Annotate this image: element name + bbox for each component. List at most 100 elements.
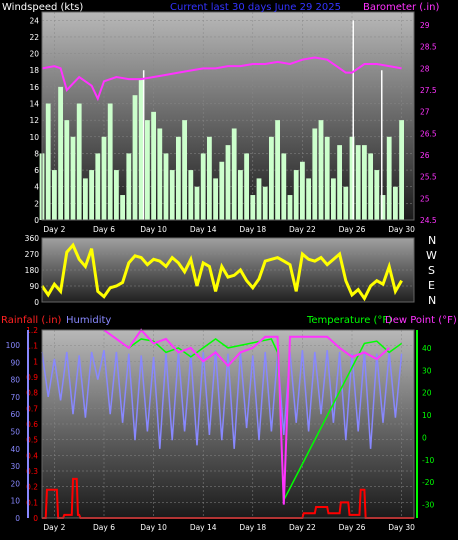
temperature-tick-label: 40 <box>422 344 432 353</box>
rain-tick-label: 0.9 <box>26 373 38 382</box>
wind-tick-label: 4 <box>34 183 39 192</box>
direction-tick-label: 360 <box>25 234 40 243</box>
wind-bar <box>58 86 63 220</box>
rain-tick-label: 0 <box>33 514 38 523</box>
rainfall-title: Rainfall (.in) <box>1 315 62 326</box>
rain-tick-label: 1.1 <box>26 342 38 351</box>
temperature-tick-label: 30 <box>422 366 432 375</box>
humidity-tick-label: 80 <box>10 376 20 385</box>
direction-panel-marks <box>40 242 403 302</box>
wind-bar <box>256 178 262 220</box>
wind-bar <box>337 145 342 220</box>
wind-bar <box>262 186 268 220</box>
wind-bar <box>101 136 107 220</box>
x-tick-label: Day 14 <box>190 225 217 234</box>
barometer-tick-label: 25 <box>420 194 430 203</box>
wind-bar <box>269 136 274 220</box>
temperature-tick-label: 20 <box>422 389 432 398</box>
wind-bar <box>182 120 187 220</box>
wind-bar <box>70 136 76 220</box>
wind-bar <box>95 153 101 220</box>
wind-tick-label: 0 <box>34 216 39 225</box>
x-tick-label: Day 22 <box>289 225 316 234</box>
wind-bar <box>157 128 163 220</box>
humidity-title: Humidity <box>66 315 111 326</box>
wind-panel-marks <box>39 20 404 220</box>
temperature-tick-label: -20 <box>422 478 434 487</box>
humidity-tick-label: 10 <box>10 497 20 506</box>
wind-bar <box>349 136 355 220</box>
wind-bar <box>231 128 237 220</box>
rain-tick-label: 0.2 <box>26 483 38 492</box>
x-tick-label: Day 2 <box>43 523 65 532</box>
wind-bar <box>89 170 94 220</box>
wind-bar <box>151 111 156 220</box>
wind-bar <box>374 170 380 220</box>
wind-bar <box>207 136 212 220</box>
temperature-tick-label: 10 <box>422 411 432 420</box>
rain-tick-label: 0.7 <box>26 404 38 413</box>
wind-bar <box>163 153 169 220</box>
x-tick-label: Day 6 <box>93 523 115 532</box>
wind-tick-label: 20 <box>29 50 39 59</box>
x-tick-label: Day 14 <box>190 523 217 532</box>
rain-tick-label: 0.8 <box>26 389 38 398</box>
humidity-tick-label: 70 <box>10 393 20 402</box>
barometer-tick-label: 27.5 <box>420 86 437 95</box>
wind-bar <box>138 78 144 220</box>
wind-bar <box>355 145 361 220</box>
wind-bar <box>368 153 373 220</box>
wind-bar <box>213 178 218 220</box>
compass-n-top: N <box>428 234 436 247</box>
direction-line <box>40 242 403 302</box>
dewpoint-line <box>103 328 390 505</box>
direction-tick-label: 90 <box>29 282 39 291</box>
humidity-tick-label: 60 <box>10 410 20 419</box>
barometer-tick-label: 26 <box>420 151 430 160</box>
rain-tick-label: 0.5 <box>26 436 38 445</box>
temperature-tick-label: -10 <box>422 456 434 465</box>
rain-tick-label: 0.3 <box>26 467 38 476</box>
wind-bar <box>318 120 324 220</box>
compass-w: W <box>426 249 437 262</box>
rain-panel-axes: 0 0.1 0.2 0.3 0.4 0.5 0.6 0.7 0.8 0.9 1 1.1 1.2 0 10 20… <box>6 326 435 532</box>
direction-panel-axes: 0 90 180 270 360 <box>25 234 415 307</box>
barometer-tick-label: 25.5 <box>420 173 437 182</box>
x-tick-label: Day 18 <box>239 523 266 532</box>
rain-panel-frame <box>41 329 415 519</box>
wind-bar <box>287 195 293 220</box>
barometer-tick-label: 26.5 <box>420 129 437 138</box>
rain-tick-label: 1 <box>33 357 38 366</box>
temperature-tick-label: -30 <box>422 501 434 510</box>
humidity-tick-label: 40 <box>10 445 20 454</box>
temperature-line <box>128 338 403 503</box>
wind-bar <box>225 145 231 220</box>
wind-bar <box>145 120 150 220</box>
humidity-tick-label: 50 <box>10 428 20 437</box>
dewpoint-title: Dew Point (°F) <box>385 315 457 326</box>
direction-panel-frame <box>41 237 415 303</box>
x-tick-label: Day 6 <box>93 225 115 234</box>
wind-bar <box>386 136 392 220</box>
barometer-title: Barometer (.in) <box>363 2 439 13</box>
wind-bar <box>126 153 132 220</box>
wind-bar <box>114 170 119 220</box>
wind-bar <box>293 170 299 220</box>
direction-tick-label: 180 <box>25 266 40 275</box>
direction-tick-label: 0 <box>34 298 39 307</box>
wind-panel-axes: 02468101214161820222424.52525.52626.5272… <box>29 11 437 234</box>
wind-bar <box>306 178 311 220</box>
x-tick-label: Day 2 <box>43 225 65 234</box>
wind-bar <box>52 170 57 220</box>
wind-bar <box>281 153 287 220</box>
x-tick-label: Day 10 <box>140 523 167 532</box>
wind-bar <box>83 178 88 220</box>
wind-bar <box>176 136 181 220</box>
wind-tick-label: 6 <box>34 166 39 175</box>
wind-bar <box>238 170 243 220</box>
wind-tick-label: 10 <box>29 133 39 142</box>
x-tick-label: Day 18 <box>239 225 266 234</box>
barometer-tick-label: 24.5 <box>420 216 437 225</box>
compass-n-bottom: N <box>428 294 436 307</box>
